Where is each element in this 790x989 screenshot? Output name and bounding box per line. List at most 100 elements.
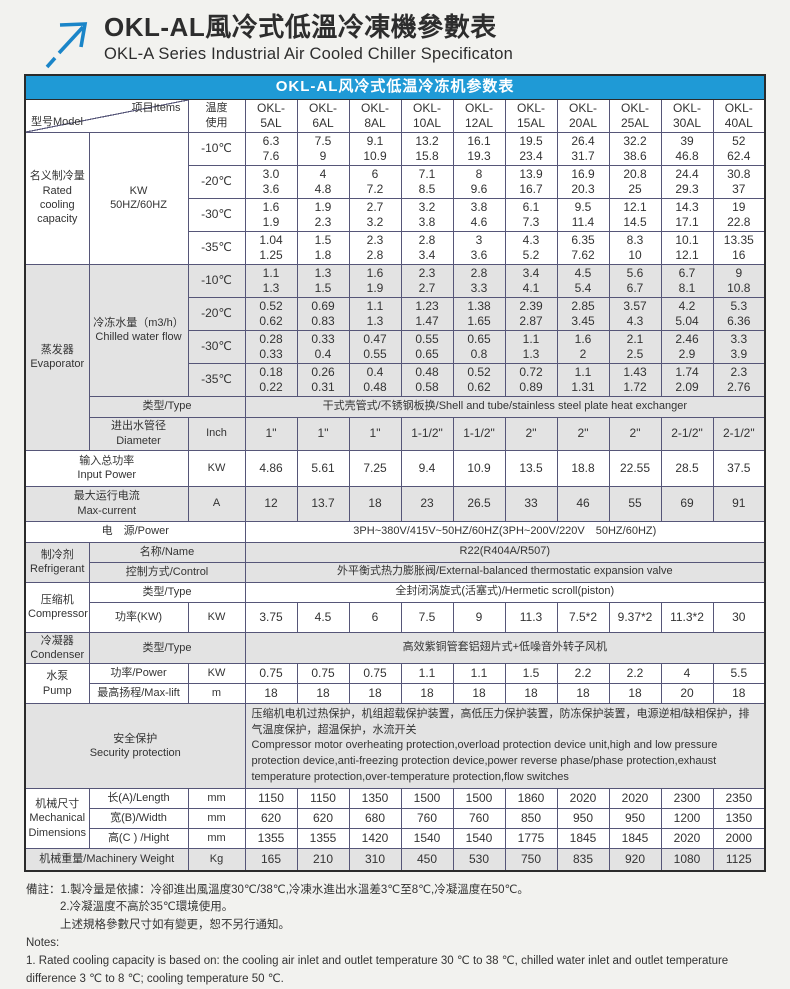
data-cell: 2020 — [556, 788, 610, 810]
data-cell: 1.1 1.3 — [504, 329, 558, 364]
data-cell: 14.3 17.1 — [660, 197, 714, 232]
note-line-zh-1: 備註：1.製冷量是依據：冷卻進出風溫度30℃/38℃,冷凍水進出水溫差3℃至8℃… — [26, 883, 529, 896]
data-cell: 920 — [608, 848, 662, 872]
data-cell: 0.52 0.62 — [244, 296, 298, 331]
pump-power-unit: KW — [187, 663, 246, 685]
data-cell: 12 — [244, 485, 298, 522]
condenser-type-value: 高效紫铜管套铝翅片式+低噪音外转子风机 — [244, 631, 766, 665]
data-cell: 3.75 — [244, 601, 298, 633]
weight-label: 机械重量/Machinery Weight — [24, 848, 189, 872]
data-cell: 0.65 0.8 — [452, 329, 506, 364]
data-cell: 0.69 0.83 — [296, 296, 350, 331]
data-cell: 10.9 — [452, 449, 506, 487]
data-cell: 18 — [400, 683, 454, 705]
data-cell: 26.5 — [452, 485, 506, 522]
data-cell: 19.5 23.4 — [504, 131, 558, 166]
data-cell: 4.2 5.04 — [660, 296, 714, 331]
data-cell: 52 62.4 — [712, 131, 766, 166]
section-label-security: 安全保护 Security protection — [24, 703, 246, 790]
data-cell: 7.25 — [348, 449, 402, 487]
compressor-type-value: 全封闭涡旋式(活塞式)/Hermetic scroll(piston) — [244, 581, 766, 603]
data-cell: 2.39 2.87 — [504, 296, 558, 331]
data-cell: 9.37*2 — [608, 601, 662, 633]
data-cell: 950 — [608, 808, 662, 830]
section-label-condenser: 冷凝器 Condenser — [24, 631, 90, 665]
input-power-unit: KW — [187, 449, 246, 487]
compressor-power-unit: KW — [187, 601, 246, 633]
data-cell: 91 — [712, 485, 766, 522]
data-cell: 5.5 — [712, 663, 766, 685]
data-cell: 3.57 4.3 — [608, 296, 662, 331]
data-cell: 1350 — [348, 788, 402, 810]
dimension-label: 宽(B)/Width — [88, 808, 189, 830]
page-title-zh: OKL-AL風冷式低溫冷凍機參數表 — [104, 12, 497, 42]
data-cell: 18 — [556, 683, 610, 705]
input-power-label: 输入总功率 Input Power — [24, 449, 189, 487]
data-cell: 450 — [400, 848, 454, 872]
data-cell: 210 — [296, 848, 350, 872]
model-header-cell: OKL- 15AL — [504, 98, 558, 133]
data-cell: 33 — [504, 485, 558, 522]
data-cell: 1.1 1.31 — [556, 362, 610, 397]
data-cell: 9.4 — [400, 449, 454, 487]
data-cell: 18 — [348, 485, 402, 522]
temp-cell: -10℃ — [187, 263, 246, 298]
data-cell: 13.35 16 — [712, 230, 766, 265]
data-cell: 2300 — [660, 788, 714, 810]
data-cell: 1.6 1.9 — [348, 263, 402, 298]
refrigerant-name-label: 名称/Name — [88, 541, 246, 563]
table-title: OKL-AL风冷式低温冷冻机参数表 — [24, 74, 766, 100]
data-cell: 20 — [660, 683, 714, 705]
data-cell: 680 — [348, 808, 402, 830]
data-cell: 39 46.8 — [660, 131, 714, 166]
data-cell: 310 — [348, 848, 402, 872]
model-header-cell: OKL- 25AL — [608, 98, 662, 133]
data-cell: 2-1/2" — [712, 416, 766, 451]
data-cell: 1355 — [296, 828, 350, 850]
section-label-evaporator: 蒸发器 Evaporator — [24, 263, 90, 451]
data-cell: 0.47 0.55 — [348, 329, 402, 364]
capacity-unit-cell: KW 50HZ/60HZ — [88, 131, 189, 265]
data-cell: 1355 — [244, 828, 298, 850]
data-cell: 1.9 2.3 — [296, 197, 350, 232]
data-cell: 18 — [348, 683, 402, 705]
data-cell: 10.1 12.1 — [660, 230, 714, 265]
data-cell: 7.5 — [400, 601, 454, 633]
data-cell: 4 4.8 — [296, 164, 350, 199]
data-cell: 760 — [400, 808, 454, 830]
data-cell: 3.4 4.1 — [504, 263, 558, 298]
data-cell: 1540 — [452, 828, 506, 850]
data-cell: 1.1 1.3 — [244, 263, 298, 298]
data-cell: 2000 — [712, 828, 766, 850]
weight-unit: Kg — [187, 848, 246, 872]
data-cell: 1150 — [244, 788, 298, 810]
dimension-unit: mm — [187, 808, 246, 830]
data-cell: 5.6 6.7 — [608, 263, 662, 298]
data-cell: 1.5 — [504, 663, 558, 685]
data-cell: 18 — [608, 683, 662, 705]
model-header-cell: OKL- 30AL — [660, 98, 714, 133]
data-cell: 1.6 2 — [556, 329, 610, 364]
data-cell: 1.3 1.5 — [296, 263, 350, 298]
page: OKL-AL風冷式低溫冷凍機參數表 OKL-A Series Industria… — [24, 12, 767, 985]
data-cell: 4 — [660, 663, 714, 685]
max-current-unit: A — [187, 485, 246, 522]
data-cell: 28.5 — [660, 449, 714, 487]
data-cell: 3.2 3.8 — [400, 197, 454, 232]
data-cell: 2.85 3.45 — [556, 296, 610, 331]
page-title-en: OKL-A Series Industrial Air Cooled Chill… — [104, 44, 514, 63]
data-cell: 2.3 2.8 — [348, 230, 402, 265]
data-cell: 16.1 19.3 — [452, 131, 506, 166]
data-cell: 620 — [244, 808, 298, 830]
data-cell: 20.8 25 — [608, 164, 662, 199]
data-cell: 4.5 5.4 — [556, 263, 610, 298]
dimension-label: 长(A)/Length — [88, 788, 189, 810]
data-cell: 1.23 1.47 — [400, 296, 454, 331]
data-cell: 1350 — [712, 808, 766, 830]
data-cell: 24.4 29.3 — [660, 164, 714, 199]
diameter-label: 进出水管径 Diameter — [88, 416, 189, 451]
data-cell: 1-1/2" — [452, 416, 506, 451]
data-cell: 30.8 37 — [712, 164, 766, 199]
dimension-unit: mm — [187, 788, 246, 810]
temp-cell: -30℃ — [187, 197, 246, 232]
